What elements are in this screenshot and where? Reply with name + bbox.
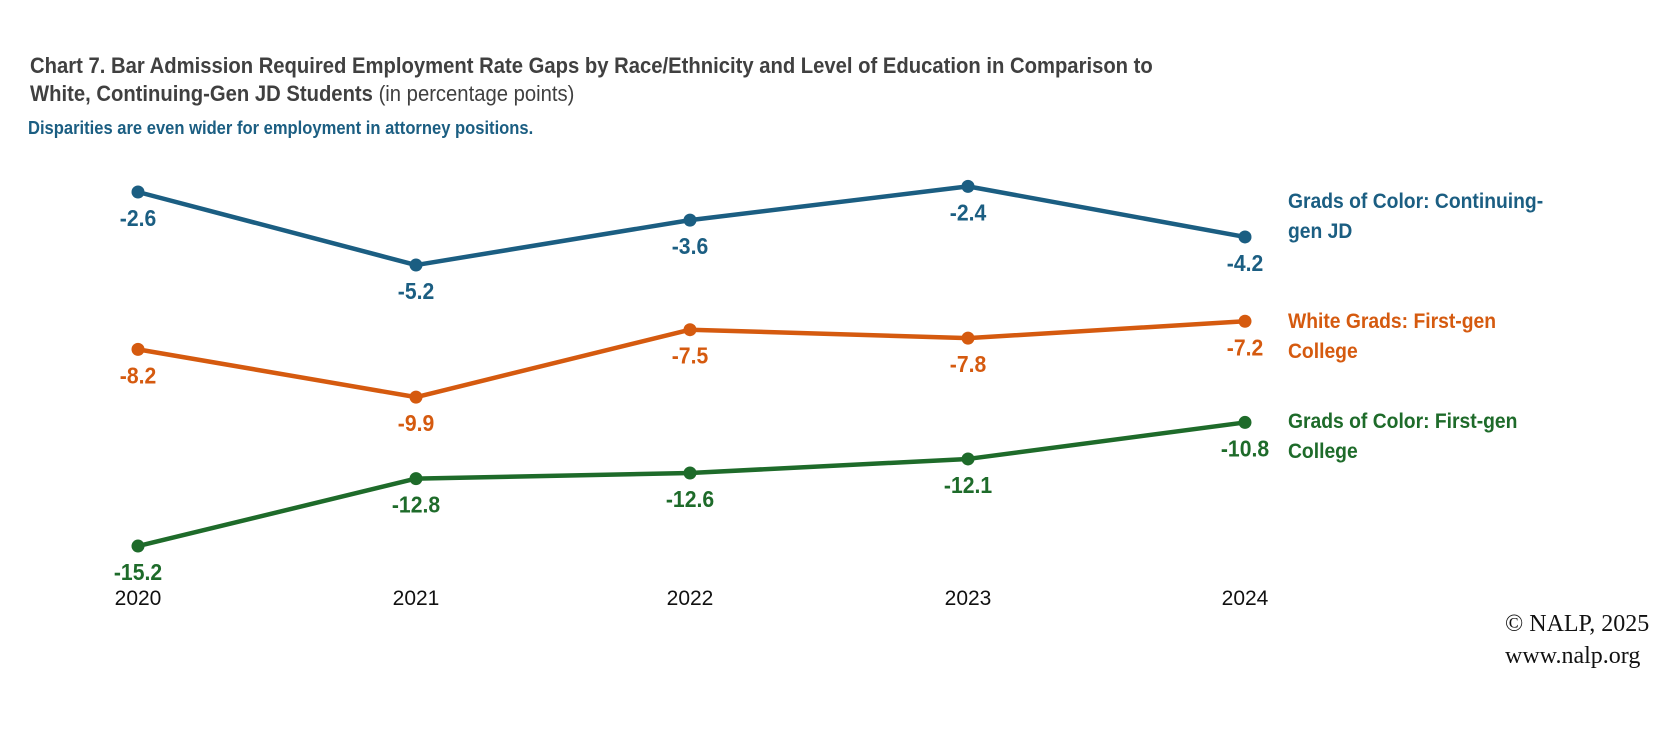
series-label: College (1288, 440, 1358, 463)
data-point (409, 258, 423, 272)
data-label: -2.6 (120, 205, 156, 231)
data-point (961, 452, 975, 466)
data-label: -12.8 (392, 492, 440, 518)
website-url: www.nalp.org (1505, 643, 1641, 669)
data-label: -15.2 (114, 559, 162, 585)
series-label: Grads of Color: Continuing- (1288, 190, 1543, 213)
data-point (961, 179, 975, 193)
x-tick-label: 2021 (393, 587, 440, 610)
data-label: -10.8 (1221, 436, 1269, 462)
title-unit: (in percentage points) (378, 81, 575, 106)
x-tick-label: 2024 (1222, 587, 1269, 610)
data-label: -12.1 (944, 472, 992, 498)
data-label: -4.2 (1227, 250, 1263, 276)
x-tick-label: 2020 (115, 587, 162, 610)
data-point (1238, 230, 1252, 244)
x-tick-label: 2022 (667, 587, 714, 610)
data-label: -7.2 (1227, 334, 1263, 360)
data-point (683, 323, 697, 337)
data-label: -9.9 (398, 410, 434, 436)
data-point (131, 185, 145, 199)
data-label: -12.6 (666, 486, 714, 512)
footer: © NALP, 2025 www.nalp.org (1505, 608, 1649, 672)
data-label: -2.4 (950, 200, 987, 226)
title-line-1: Chart 7. Bar Admission Required Employme… (30, 53, 1153, 78)
data-point (409, 390, 423, 404)
data-point (1238, 314, 1252, 328)
copyright: © NALP, 2025 (1505, 611, 1650, 637)
title-line-2-text: White, Continuing-Gen JD Students (30, 81, 373, 106)
data-point (409, 472, 423, 486)
x-tick-label: 2023 (945, 587, 992, 610)
data-label: -3.6 (672, 233, 708, 259)
data-point (131, 539, 145, 553)
data-point (961, 331, 975, 345)
data-label: -7.5 (672, 343, 708, 369)
series-line (137, 420, 1246, 549)
data-label: -5.2 (398, 278, 434, 304)
data-point (683, 466, 697, 480)
data-point (1238, 415, 1252, 429)
data-point (683, 213, 697, 227)
series-label: gen JD (1288, 220, 1352, 243)
series-label: College (1288, 340, 1358, 363)
series-label: Grads of Color: First-gen (1288, 410, 1517, 433)
data-label: -7.8 (950, 351, 986, 377)
data-point (131, 342, 145, 356)
series-label: White Grads: First-gen (1288, 310, 1496, 333)
chart-subtitle: Disparities are even wider for employmen… (28, 118, 534, 138)
title-line-2: White, Continuing-Gen JD Students (in pe… (30, 80, 1153, 108)
chart-title: Chart 7. Bar Admission Required Employme… (30, 52, 1153, 108)
data-label: -8.2 (120, 363, 156, 389)
